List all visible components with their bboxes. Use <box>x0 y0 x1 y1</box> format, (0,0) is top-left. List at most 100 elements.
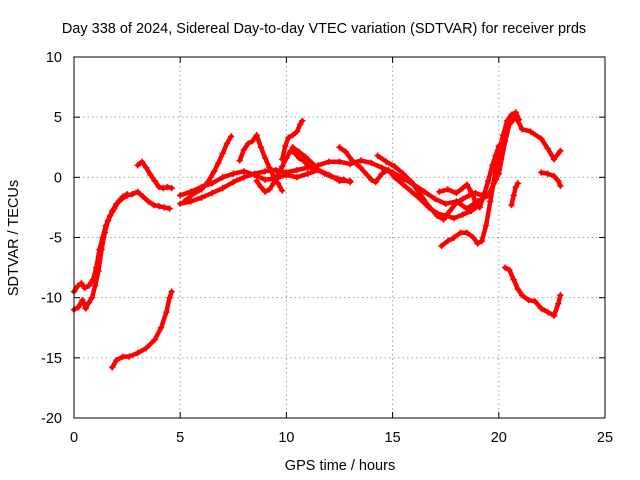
series-arc-11 <box>289 144 354 186</box>
data-point <box>514 180 522 187</box>
data-point <box>75 304 82 311</box>
data-point <box>538 305 545 312</box>
data-point <box>434 212 441 220</box>
data-point <box>304 170 311 177</box>
data-point <box>161 204 168 211</box>
data-point <box>557 292 564 299</box>
data-point <box>467 207 475 215</box>
data-point <box>230 178 237 186</box>
data-point <box>508 201 515 209</box>
data-point <box>442 200 449 208</box>
data-point <box>189 190 197 198</box>
data-point <box>278 163 286 170</box>
data-point <box>453 199 460 206</box>
data-point <box>160 184 167 192</box>
data-point <box>557 147 564 155</box>
data-point <box>210 168 218 175</box>
data-point <box>278 156 286 163</box>
data-point <box>295 154 303 162</box>
data-point <box>421 188 428 195</box>
series-arc-1 <box>70 188 173 313</box>
data-point <box>115 198 122 205</box>
data-point <box>81 284 88 292</box>
data-point <box>378 170 386 177</box>
data-point <box>327 172 335 180</box>
series-arc-10 <box>278 117 306 163</box>
data-point <box>431 195 439 203</box>
data-point <box>293 174 301 181</box>
data-point <box>472 198 479 205</box>
data-point <box>525 296 532 304</box>
data-point <box>440 216 447 223</box>
data-point <box>274 171 282 179</box>
data-point <box>240 168 248 175</box>
grid <box>74 57 605 418</box>
data-point <box>544 170 551 177</box>
data-point <box>480 192 488 199</box>
data-point <box>261 154 269 162</box>
series-arc-17 <box>501 264 564 319</box>
data-point <box>111 205 118 212</box>
data-point <box>300 157 307 164</box>
data-point <box>208 189 216 197</box>
data-point <box>88 294 96 301</box>
data-point <box>79 296 86 304</box>
data-point <box>450 234 458 241</box>
data-point <box>92 282 99 289</box>
data-point <box>550 312 558 319</box>
data-point <box>109 364 116 371</box>
data-point <box>459 211 466 218</box>
series-line <box>502 265 563 318</box>
data-point <box>478 237 486 245</box>
data-point <box>282 142 289 150</box>
data-point <box>266 186 273 193</box>
y-tick-label: 0 <box>54 170 62 186</box>
data-point <box>453 189 460 197</box>
data-point <box>166 205 173 212</box>
data-point <box>357 164 364 171</box>
data-point <box>493 159 500 167</box>
data-point <box>346 178 354 186</box>
series-arc-15 <box>438 109 523 250</box>
data-point <box>177 192 184 199</box>
data-point <box>204 178 212 186</box>
data-point <box>557 182 564 189</box>
data-point <box>531 298 539 305</box>
data-point <box>544 308 551 316</box>
data-point <box>253 177 260 185</box>
data-point <box>325 158 333 165</box>
data-point <box>297 121 304 128</box>
data-point <box>85 299 93 306</box>
series-arc-4 <box>134 158 175 192</box>
data-point <box>147 171 154 179</box>
y-tick-label: -10 <box>41 291 62 307</box>
plot-frame <box>73 56 606 419</box>
data-point <box>510 192 517 199</box>
series-arc-2 <box>70 190 131 295</box>
data-point <box>240 146 248 153</box>
data-point <box>463 181 471 188</box>
data-point <box>446 207 454 215</box>
data-point <box>438 242 445 250</box>
data-point <box>504 117 511 124</box>
data-point <box>151 177 158 185</box>
data-point <box>512 109 519 116</box>
data-point <box>89 276 97 283</box>
data-point <box>143 345 150 352</box>
data-point <box>425 203 432 210</box>
data-point <box>555 177 562 185</box>
series-arc-16 <box>508 180 522 209</box>
series-arc-7 <box>181 133 235 205</box>
data-point <box>240 174 248 181</box>
chart-title: Day 338 of 2024, Sidereal Day-to-day VTE… <box>62 21 586 37</box>
series-arc-18 <box>538 169 564 189</box>
data-point <box>391 174 398 181</box>
data-point <box>514 286 522 293</box>
data-point <box>102 222 110 229</box>
data-point <box>538 135 545 143</box>
data-point <box>157 324 165 331</box>
data-point <box>484 177 492 185</box>
data-point <box>476 204 483 211</box>
data-point <box>336 158 343 165</box>
data-point <box>293 166 301 174</box>
